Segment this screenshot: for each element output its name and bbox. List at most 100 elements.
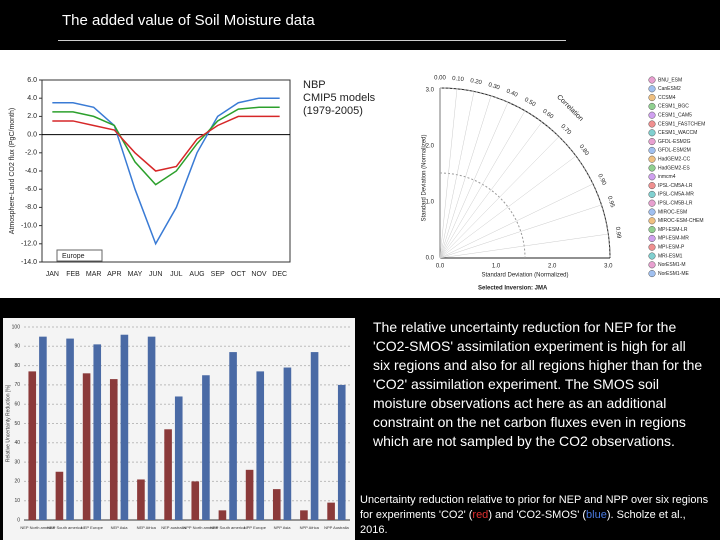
corr-ray xyxy=(439,183,594,259)
model-symbol xyxy=(648,102,656,110)
x-tick-label: NEP South america xyxy=(47,525,83,530)
y-axis-label: Atmosphere-Land CO2 flux (PgC/month) xyxy=(9,108,16,234)
bar xyxy=(109,379,118,520)
bar xyxy=(327,502,335,520)
model-name: MIROC-ESM-CHEM xyxy=(658,218,704,224)
corr-label: 0.20 xyxy=(470,78,483,86)
model-symbol xyxy=(648,173,656,181)
x-tick-label: NEP Asia xyxy=(111,525,129,530)
bar xyxy=(93,344,102,520)
x-tick-label: NPP Australia xyxy=(324,525,349,530)
note-line: CMIP5 models xyxy=(303,92,376,104)
model-symbol xyxy=(648,129,656,137)
y-tick-label: 70 xyxy=(14,382,20,388)
x-tick-label: NPP North america xyxy=(183,525,218,530)
figure-panel xyxy=(0,50,720,298)
model-symbol xyxy=(648,111,656,119)
x-tick-label: NEP Europe xyxy=(81,525,104,530)
bar xyxy=(272,489,281,520)
model-name: inmcm4 xyxy=(658,174,676,180)
model-name: CESM1_CAM5 xyxy=(658,113,692,119)
note-line: NBP xyxy=(303,79,326,91)
series-line xyxy=(52,97,280,246)
model-name: MPI-ESM-LR xyxy=(658,227,688,233)
caption-blue: blue xyxy=(586,509,607,521)
model-symbol xyxy=(648,146,656,154)
x-tick-label: DEC xyxy=(272,271,287,278)
x-tick-label: NEP australia xyxy=(161,525,186,530)
corr-ray xyxy=(439,102,509,259)
y-tick-label: -12.0 xyxy=(21,241,37,248)
model-symbol xyxy=(648,261,656,269)
series-line xyxy=(52,106,280,186)
title: The added value of Soil Moisture data xyxy=(62,12,315,29)
corr-ray xyxy=(439,91,475,259)
model-symbol xyxy=(648,243,656,251)
std-label: 2.0 xyxy=(548,264,557,270)
model-symbol xyxy=(648,164,656,172)
x-tick-label: OCT xyxy=(231,271,247,278)
bar xyxy=(137,479,145,520)
corr-label: 0.00 xyxy=(434,76,446,82)
std-label: 1.0 xyxy=(426,199,435,205)
y-tick-label: 40 xyxy=(14,440,20,446)
model-name: IPSL-CM5B-LR xyxy=(658,201,693,207)
bar xyxy=(164,429,172,520)
model-name: GFDL-ESM2G xyxy=(658,139,691,145)
bar xyxy=(256,371,265,520)
model-symbol xyxy=(648,226,656,234)
y-tick-label: -6.0 xyxy=(25,186,37,193)
bar xyxy=(39,336,47,520)
x-tick-label: SEP xyxy=(211,271,225,278)
model-name: HadGEM2-ES xyxy=(658,165,690,171)
model-name: GFDL-ESM2M xyxy=(658,148,691,154)
bar xyxy=(82,373,91,520)
bar xyxy=(300,510,308,520)
y-tick-label: 2.0 xyxy=(27,113,37,120)
y-tick-label: 90 xyxy=(14,344,20,350)
corr-label: 0.95 xyxy=(606,195,616,209)
model-symbol xyxy=(648,85,656,93)
x-tick-label: AUG xyxy=(189,271,204,278)
y-tick-label: 20 xyxy=(14,479,20,485)
y-tick-label: 60 xyxy=(14,402,20,408)
bar xyxy=(245,469,254,520)
y-tick-label: -10.0 xyxy=(21,222,37,229)
legend-label: Europe xyxy=(62,253,85,260)
x-tick-label: NPP Asia xyxy=(274,525,292,530)
corr-ray xyxy=(439,233,609,259)
bar xyxy=(283,367,292,520)
y-tick-label: 30 xyxy=(14,459,20,465)
y-tick-label: 100 xyxy=(12,324,21,330)
bar xyxy=(55,471,64,520)
model-symbol xyxy=(648,120,656,128)
y-tick-label: 50 xyxy=(14,421,20,427)
y-tick-label: -8.0 xyxy=(25,204,37,211)
taylor-y-label: Standard Deviation (Normalized) xyxy=(422,134,428,221)
corr-label: 0.10 xyxy=(452,76,465,83)
y-tick-label: -14.0 xyxy=(21,259,37,266)
x-tick-label: NPP South america xyxy=(210,525,246,530)
x-tick-label: NPP Africa xyxy=(300,525,320,530)
model-name: MPI-ESM-P xyxy=(658,245,685,251)
bar xyxy=(191,481,200,520)
bar xyxy=(310,352,319,520)
x-tick-label: MAR xyxy=(86,271,102,278)
model-name: CanESM2 xyxy=(658,86,681,92)
corr-ray xyxy=(439,155,577,259)
corr-ray xyxy=(439,95,492,259)
y-tick-label: -4.0 xyxy=(25,168,37,175)
std-label: 0.0 xyxy=(436,264,445,270)
bar xyxy=(120,334,129,520)
x-tick-label: MAY xyxy=(128,271,143,278)
y-tick-label: 0 xyxy=(17,517,20,523)
series-line xyxy=(52,115,280,172)
model-symbol xyxy=(648,182,656,190)
model-symbol xyxy=(648,270,656,278)
model-name: CCSM4 xyxy=(658,95,676,101)
model-name: IPSL-CM5A-MR xyxy=(658,192,694,198)
x-tick-label: FEB xyxy=(66,271,80,278)
model-symbol xyxy=(648,252,656,260)
